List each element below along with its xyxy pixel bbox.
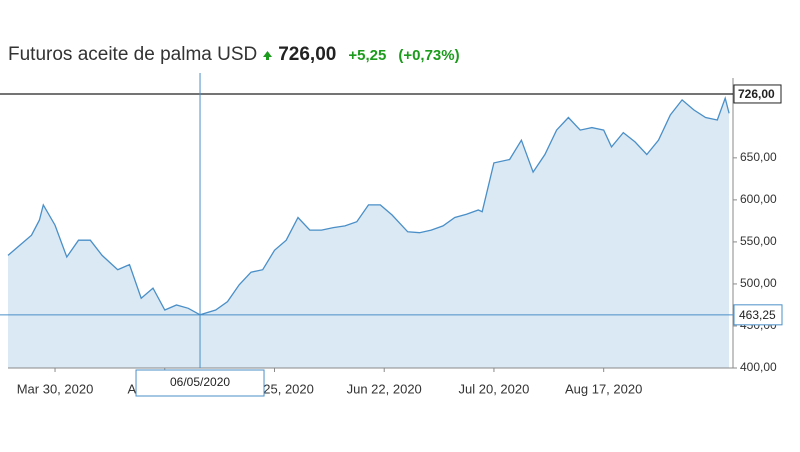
last-price: 726,00 bbox=[278, 44, 337, 65]
last-price-box bbox=[733, 84, 782, 104]
up-arrow bbox=[263, 51, 273, 60]
x-tick-label: Jun 22, 2020 bbox=[347, 381, 422, 396]
header: Futuros aceite de palma USD 726,00 +5,25… bbox=[8, 44, 460, 66]
x-tick-label: Mar 30, 2020 bbox=[17, 381, 94, 396]
chart-title: Futuros aceite de palma USD bbox=[8, 44, 258, 65]
price-change-percent: (+0,73%) bbox=[398, 47, 460, 64]
crosshair-x-label: 06/05/2020 bbox=[170, 375, 230, 389]
price-change: +5,25 bbox=[348, 47, 387, 64]
price-line bbox=[7, 96, 730, 316]
crosshair-y-label: 463,25 bbox=[739, 308, 776, 322]
y-tick-label: 600,00 bbox=[740, 192, 777, 206]
crosshair-y-box bbox=[733, 304, 783, 326]
x-tick-label: Aug 17, 2020 bbox=[565, 381, 642, 396]
y-tick-label: 550,00 bbox=[740, 234, 777, 248]
last-price-label: 726,00 bbox=[738, 87, 775, 101]
area-fill bbox=[8, 98, 730, 368]
crosshair-x-box bbox=[135, 369, 265, 397]
y-tick-label: 500,00 bbox=[740, 276, 777, 290]
x-tick-label: Jul 20, 2020 bbox=[459, 381, 530, 396]
y-tick-label: 650,00 bbox=[740, 150, 777, 164]
y-tick-label: 400,00 bbox=[740, 360, 777, 374]
